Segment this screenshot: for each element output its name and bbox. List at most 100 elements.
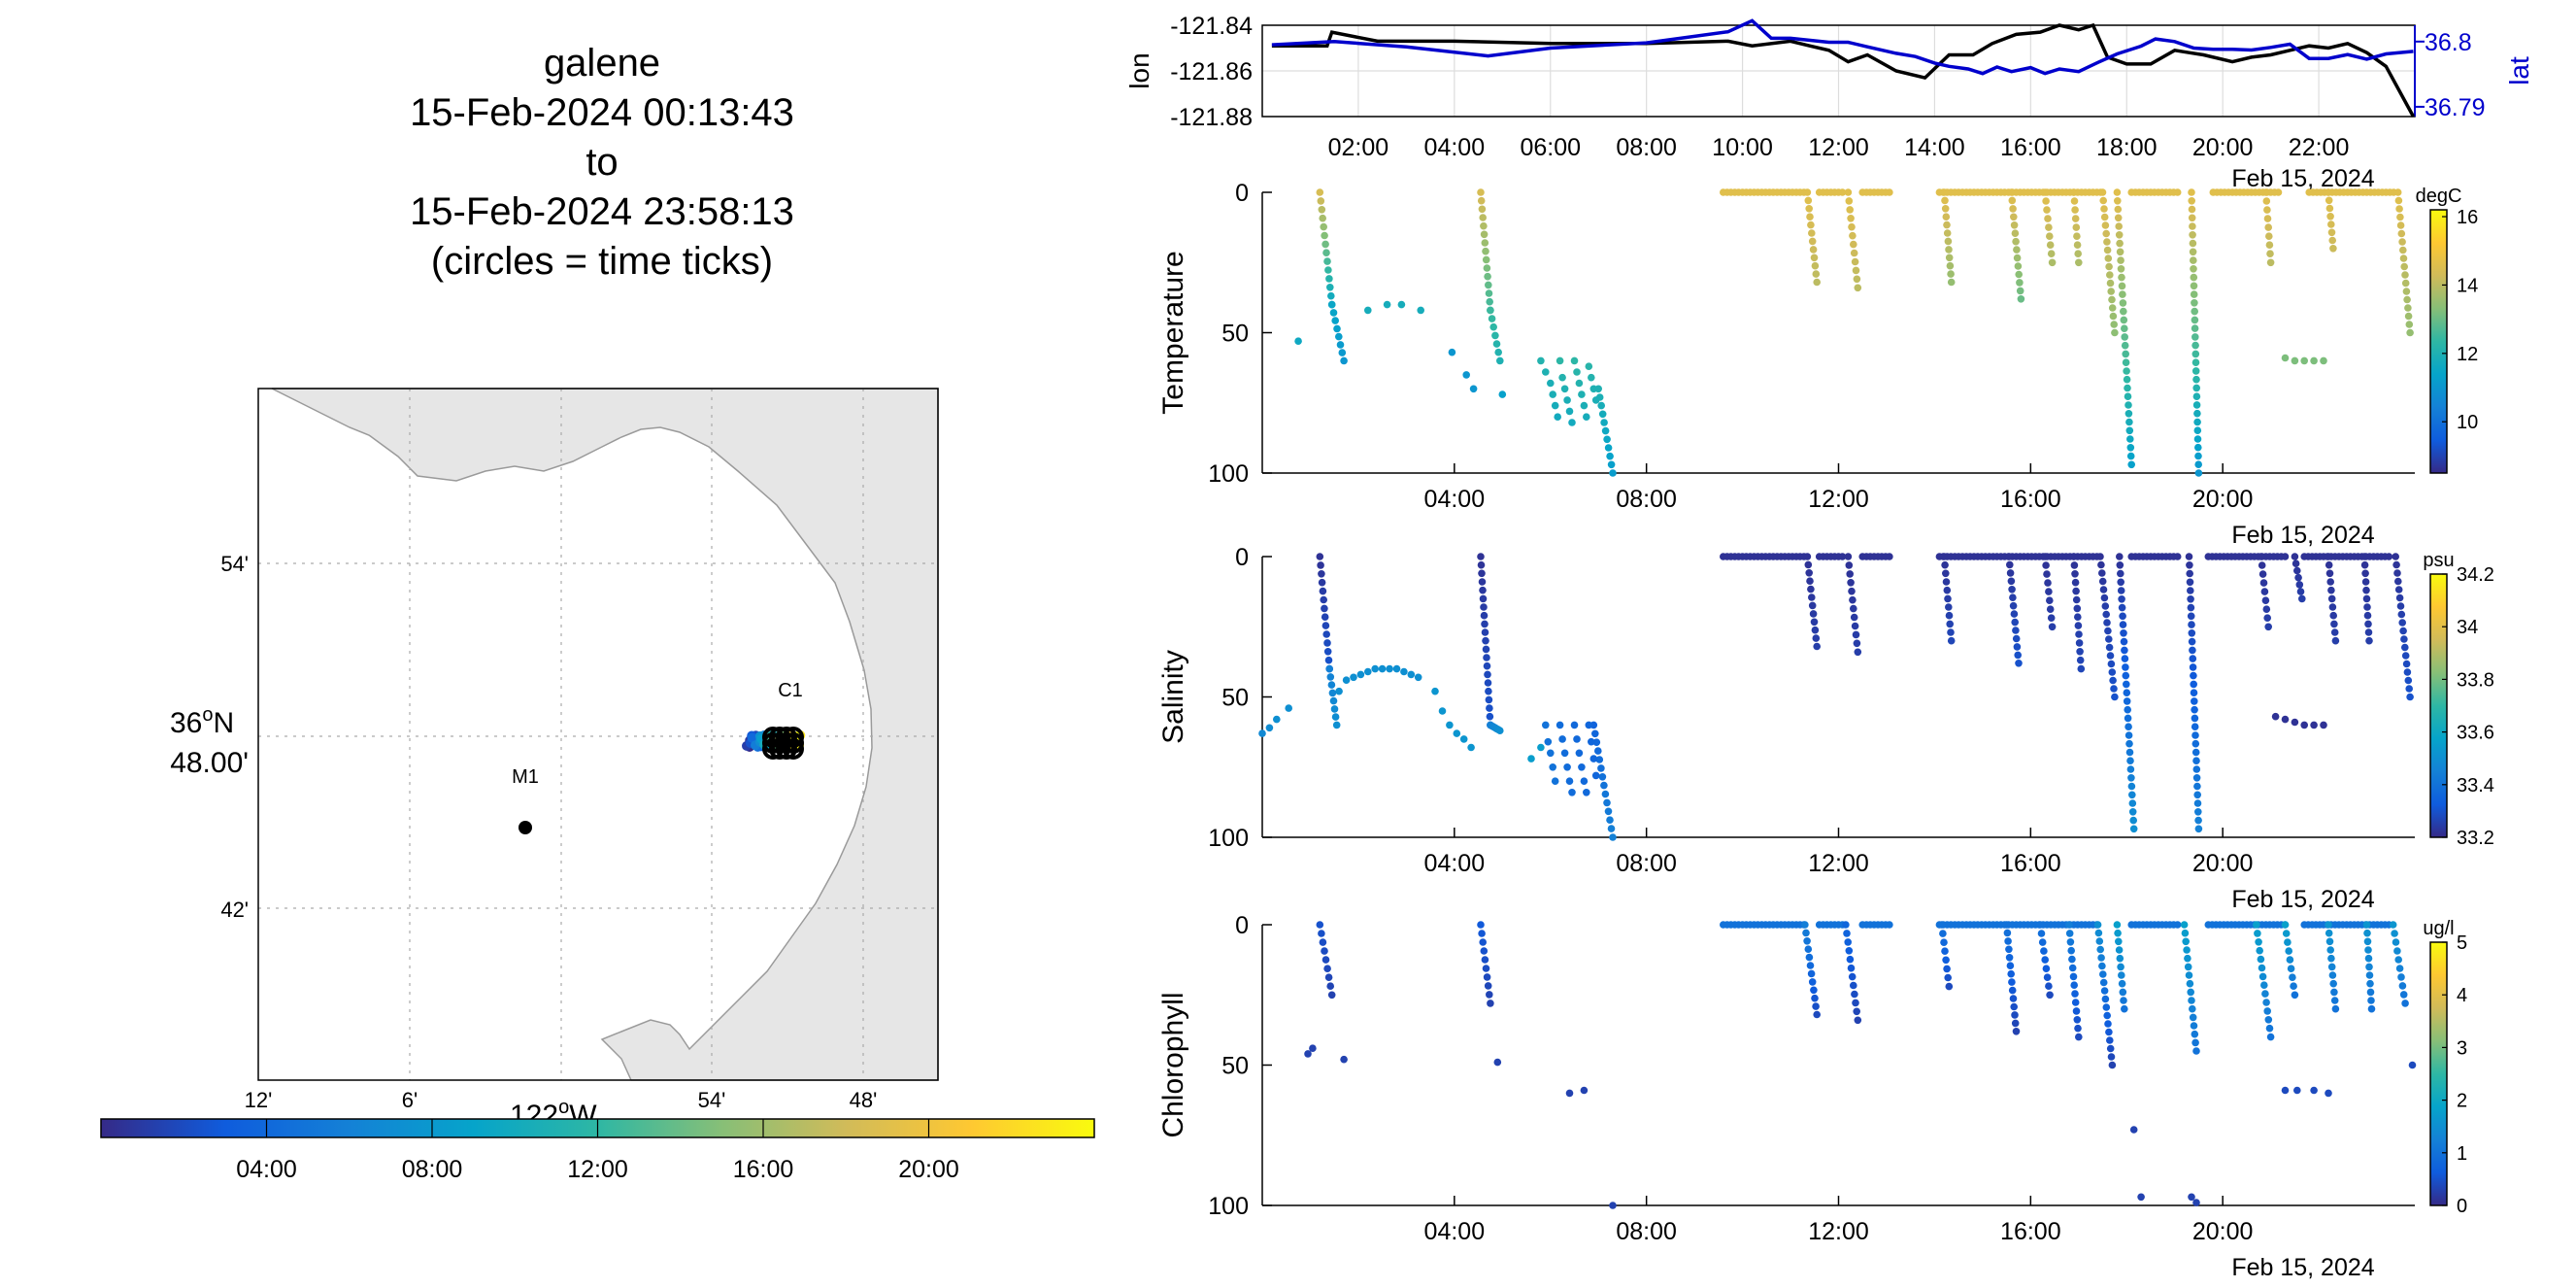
salinity-sample <box>2191 739 2200 748</box>
salinity-sample <box>2188 637 2196 646</box>
temperature-sample <box>1941 205 1950 213</box>
temperature-sample <box>2041 188 2049 196</box>
salinity-colorbar-tick-label: 34.2 <box>2457 564 2494 586</box>
temperature-sample <box>2189 222 2196 230</box>
chlorophyll-sample <box>2182 937 2190 946</box>
temperature-sample <box>1551 401 1559 410</box>
salinity-sample <box>1486 704 1493 712</box>
salinity-sample <box>1588 737 1595 746</box>
temperature-sample <box>2325 204 2334 213</box>
chlorophyll-sample <box>2042 965 2051 972</box>
temperature-sample <box>2101 221 2110 229</box>
temperature-sample <box>1322 249 1330 257</box>
salinity-sample <box>1322 630 1330 638</box>
title-to: to <box>585 141 619 184</box>
temperature-sample <box>2396 213 2404 221</box>
salinity-sample <box>1583 789 1590 797</box>
salinity-sample <box>1537 743 1545 752</box>
temperature-sample <box>2014 262 2023 270</box>
temperature-sample <box>2262 197 2271 205</box>
salinity-sample <box>2105 643 2114 652</box>
salinity-sample <box>1326 673 1335 681</box>
temperature-sample <box>2404 304 2412 312</box>
temperature-sample <box>1850 240 1857 249</box>
salinity-sample <box>2185 553 2193 560</box>
chlorophyll-sample <box>2189 1004 2196 1013</box>
map-xtick-48: 48' <box>850 1088 878 1112</box>
time-colorbar-tick-label: 12:00 <box>567 1156 628 1183</box>
temperature-sample <box>1583 413 1590 422</box>
salinity-sample <box>2328 603 2337 611</box>
temperature-sample <box>1808 237 1817 246</box>
temperature-sample <box>1580 401 1589 410</box>
salinity-sample <box>2077 664 2086 673</box>
chlorophyll-sample <box>1842 921 1850 929</box>
temperature-sample <box>2119 299 2127 307</box>
temperature-sample <box>2194 443 2202 452</box>
salinity-xtick-label: 04:00 <box>1424 850 1486 877</box>
temperature-sample <box>2403 295 2411 304</box>
temperature-sample <box>1325 275 1333 283</box>
salinity-sample <box>2188 629 2196 637</box>
salinity-sample <box>2124 705 2131 714</box>
salinity-sample <box>1317 561 1324 569</box>
salinity-sample <box>2295 581 2304 589</box>
salinity-sample <box>1321 622 1330 629</box>
salinity-sample <box>1453 729 1461 737</box>
salinity-sample <box>2123 689 2131 696</box>
salinity-sample <box>1563 763 1571 771</box>
position-ylabel-lat: lat <box>2504 56 2534 85</box>
temperature-sample <box>2191 350 2200 358</box>
temperature-sample <box>1549 390 1556 398</box>
temperature-sample <box>2264 223 2272 231</box>
temperature-sample <box>2114 197 2122 205</box>
salinity-sample <box>2191 723 2199 730</box>
temperature-ytick-label: 100 <box>1208 460 1249 488</box>
salinity-sample <box>2399 627 2407 635</box>
temperature-sample <box>2124 392 2132 401</box>
salinity-sample <box>2046 605 2055 613</box>
salinity-sample <box>1484 679 1492 687</box>
salinity-sample <box>2258 570 2267 578</box>
salinity-sample <box>2075 639 2084 647</box>
salinity-sample <box>1845 561 1854 569</box>
salinity-ylabel: Salinity <box>1157 650 1189 744</box>
temperature-sample <box>2011 229 2020 237</box>
salinity-sample <box>2190 671 2197 680</box>
temperature-sample <box>2044 215 2052 222</box>
temperature-sample <box>2042 197 2050 205</box>
temperature-sample <box>2291 356 2299 365</box>
chlorophyll-sample <box>2119 988 2127 997</box>
chlorophyll-sample <box>1804 945 1813 953</box>
salinity-sample <box>2330 620 2338 628</box>
chlorophyll-sample <box>1481 956 1489 964</box>
temperature-colorbar-tick-label: 16 <box>2457 207 2478 228</box>
position-xtick-label: 10:00 <box>1712 134 1773 161</box>
salinity-sample <box>2123 697 2131 705</box>
temperature-sample <box>1575 379 1584 388</box>
chlorophyll-xtick-label: 12:00 <box>1808 1218 1869 1245</box>
chlorophyll-sample <box>1483 973 1491 981</box>
salinity-sample <box>1350 673 1357 682</box>
chlorophyll-sample <box>2266 1033 2275 1041</box>
chlorophyll-sample <box>2330 997 2339 1004</box>
temperature-panel: 0 50 100 04:00 08:00 12:00 16:00 20:00 Feb 15, 2… <box>1157 180 2478 549</box>
salinity-sample <box>2005 553 2013 560</box>
temperature-sample <box>2115 222 2123 230</box>
salinity-sample <box>2365 636 2373 645</box>
chlorophyll-date-label: Feb 15, 2024 <box>2231 1254 2374 1281</box>
salinity-sample <box>2110 685 2118 693</box>
salinity-sample <box>1945 611 1954 620</box>
chlorophyll-sample <box>2289 973 2296 981</box>
chlorophyll-sample <box>1943 965 1951 973</box>
salinity-sample <box>2191 714 2199 723</box>
salinity-sample <box>1320 595 1327 604</box>
temperature-sample <box>2007 188 2016 196</box>
chlorophyll-sample <box>2256 946 2263 955</box>
temperature-sample <box>2010 213 2018 221</box>
chlorophyll-sample <box>1609 1202 1617 1209</box>
temperature-xtick-label: 20:00 <box>2192 486 2254 513</box>
chlorophyll-sample <box>2261 990 2269 998</box>
chlorophyll-sample <box>2325 1089 2332 1098</box>
